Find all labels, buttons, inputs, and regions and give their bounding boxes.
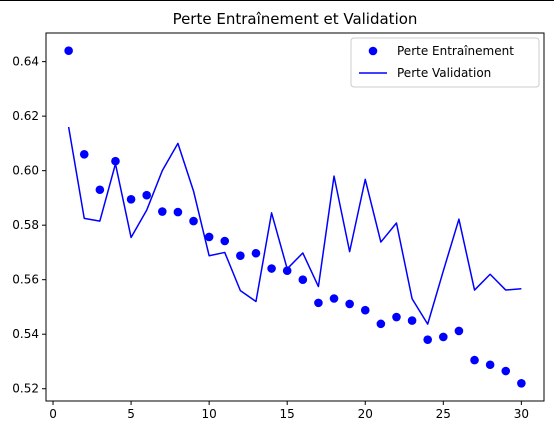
training-loss-point <box>267 264 276 273</box>
training-loss-point <box>111 156 120 166</box>
training-loss-point <box>485 360 495 370</box>
y-tick-label: 0.52 <box>12 382 39 396</box>
chart-title: Perte Entraînement et Validation <box>173 10 418 28</box>
y-tick-label: 0.58 <box>12 218 39 232</box>
training-loss-point <box>282 266 292 276</box>
validation-loss-line <box>67 126 522 325</box>
training-loss-point <box>64 46 73 56</box>
training-loss-point <box>126 194 136 204</box>
training-loss-point <box>236 251 245 261</box>
training-loss-point <box>392 312 401 322</box>
training-loss-point <box>439 332 448 342</box>
series-layer <box>64 46 526 388</box>
training-loss-point <box>423 335 432 344</box>
x-tick-label: 25 <box>436 407 451 421</box>
training-loss-point <box>251 248 261 258</box>
y-tick-label: 0.60 <box>12 164 39 178</box>
training-loss-point <box>376 319 386 329</box>
training-loss-point <box>314 298 323 308</box>
legend-label: Perte Validation <box>397 66 491 80</box>
training-loss-point <box>173 207 183 217</box>
training-loss-point <box>95 185 105 195</box>
legend-marker-swatch <box>368 46 378 56</box>
training-loss-point <box>345 299 354 309</box>
training-loss-point <box>204 232 214 242</box>
legend: Perte Entraînement Perte Validation <box>350 37 540 88</box>
training-loss-point <box>501 366 511 376</box>
training-loss-point <box>454 326 464 336</box>
y-tick-label: 0.62 <box>12 109 39 123</box>
x-tick-label: 0 <box>49 407 57 421</box>
y-tick-label: 0.64 <box>12 55 39 69</box>
training-loss-point <box>189 216 198 226</box>
y-tick-label: 0.56 <box>12 273 39 287</box>
training-loss-point <box>298 275 308 284</box>
x-tick-label: 10 <box>201 407 216 421</box>
x-tick-label: 15 <box>280 407 295 421</box>
training-loss-point <box>407 316 417 325</box>
top-border <box>0 0 554 1</box>
training-loss-point <box>517 378 526 388</box>
training-loss-point <box>158 207 167 216</box>
legend-box <box>350 37 540 88</box>
plot-frame <box>45 32 545 402</box>
training-loss-point <box>470 355 479 365</box>
x-tick-label: 20 <box>358 407 373 421</box>
training-loss-point <box>79 150 89 159</box>
y-tick-label: 0.54 <box>12 327 39 341</box>
x-tick-label: 30 <box>514 407 529 421</box>
legend-label: Perte Entraînement <box>397 44 514 58</box>
training-loss-point <box>142 190 151 200</box>
training-loss-point <box>220 236 230 246</box>
training-loss-point <box>329 294 339 303</box>
training-loss-point <box>360 305 370 315</box>
x-tick-label: 5 <box>127 407 135 421</box>
axes-layer: 0 5 10 15 20 25 30 0.52 0.54 0.56 0.58 0.60 0.62 0.64 <box>12 32 545 421</box>
